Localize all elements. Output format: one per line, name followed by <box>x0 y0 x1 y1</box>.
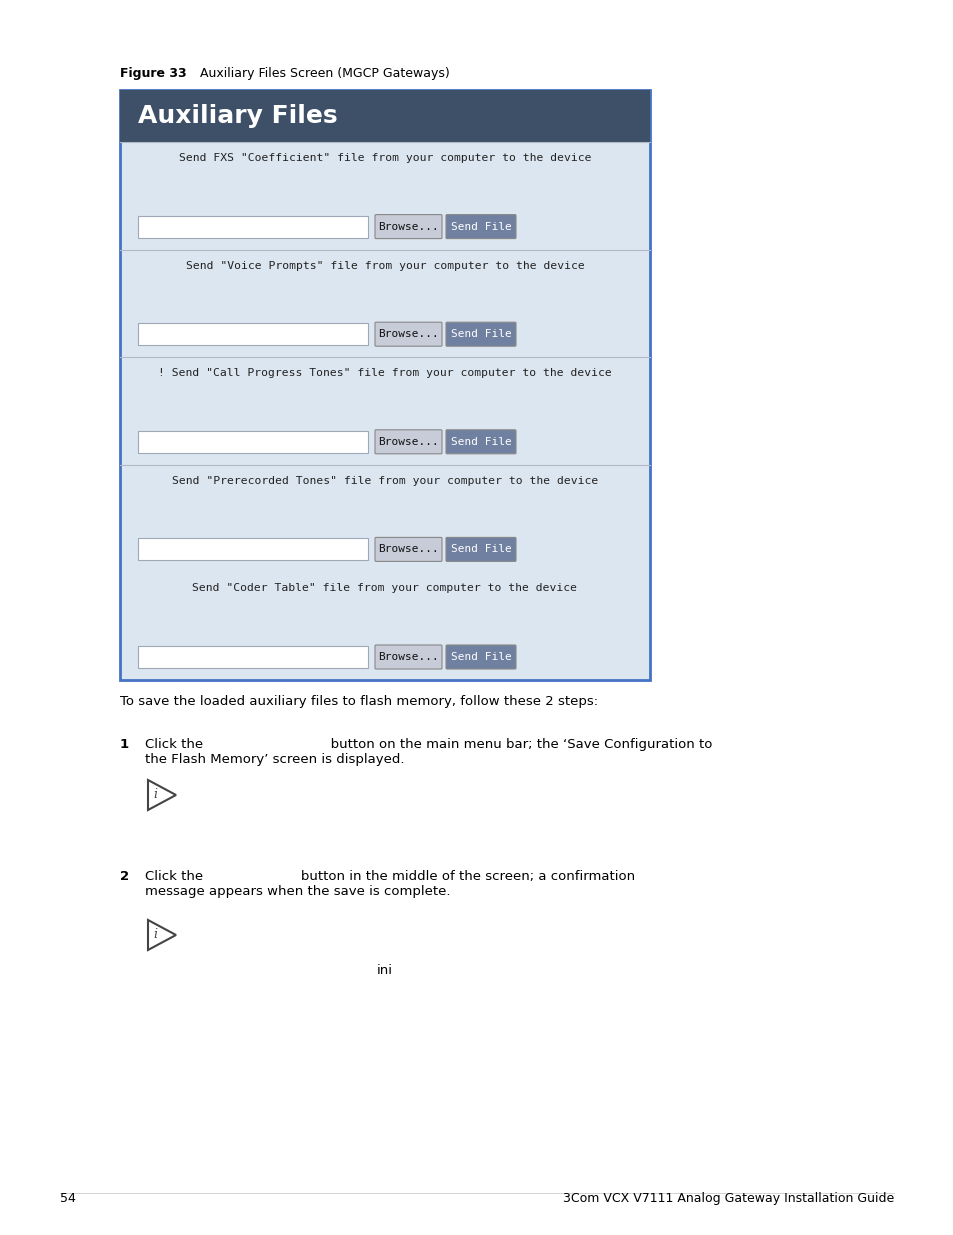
FancyBboxPatch shape <box>446 430 516 453</box>
Text: Send FXS "Coefficient" file from your computer to the device: Send FXS "Coefficient" file from your co… <box>178 153 591 163</box>
Text: Browse...: Browse... <box>377 437 438 447</box>
Text: Click the                       button in the middle of the screen; a confirmati: Click the button in the middle of the sc… <box>145 869 635 898</box>
Text: i: i <box>152 788 157 802</box>
FancyBboxPatch shape <box>446 322 516 346</box>
Text: Send File: Send File <box>450 545 511 555</box>
FancyBboxPatch shape <box>446 537 516 562</box>
FancyBboxPatch shape <box>120 90 649 680</box>
Text: Browse...: Browse... <box>377 652 438 662</box>
FancyBboxPatch shape <box>375 645 441 669</box>
Text: Figure 33: Figure 33 <box>120 67 187 80</box>
Text: Send File: Send File <box>450 221 511 232</box>
Text: ini: ini <box>376 963 393 977</box>
FancyBboxPatch shape <box>120 90 649 142</box>
Text: Browse...: Browse... <box>377 221 438 232</box>
Text: Send File: Send File <box>450 652 511 662</box>
Text: Browse...: Browse... <box>377 330 438 340</box>
FancyBboxPatch shape <box>375 430 441 453</box>
Text: Send "Coder Table" file from your computer to the device: Send "Coder Table" file from your comput… <box>193 583 577 593</box>
FancyBboxPatch shape <box>138 216 368 237</box>
Text: Auxiliary Files Screen (MGCP Gateways): Auxiliary Files Screen (MGCP Gateways) <box>200 67 449 80</box>
FancyBboxPatch shape <box>138 538 368 561</box>
Text: Send File: Send File <box>450 330 511 340</box>
FancyBboxPatch shape <box>138 324 368 346</box>
Text: Send File: Send File <box>450 437 511 447</box>
Text: To save the loaded auxiliary files to flash memory, follow these 2 steps:: To save the loaded auxiliary files to fl… <box>120 695 598 708</box>
Text: Auxiliary Files: Auxiliary Files <box>138 104 337 128</box>
Text: i: i <box>152 929 157 941</box>
FancyBboxPatch shape <box>446 645 516 669</box>
FancyBboxPatch shape <box>138 431 368 453</box>
Text: Click the                              button on the main menu bar; the ‘Save Co: Click the button on the main menu bar; t… <box>145 739 712 766</box>
FancyBboxPatch shape <box>375 322 441 346</box>
Text: Send "Voice Prompts" file from your computer to the device: Send "Voice Prompts" file from your comp… <box>186 261 584 270</box>
FancyBboxPatch shape <box>375 215 441 238</box>
FancyBboxPatch shape <box>446 215 516 238</box>
Text: 3Com VCX V7111 Analog Gateway Installation Guide: 3Com VCX V7111 Analog Gateway Installati… <box>562 1192 893 1205</box>
Text: Browse...: Browse... <box>377 545 438 555</box>
FancyBboxPatch shape <box>375 537 441 562</box>
Text: Send "Prerecorded Tones" file from your computer to the device: Send "Prerecorded Tones" file from your … <box>172 475 598 485</box>
FancyBboxPatch shape <box>138 646 368 668</box>
Text: ! Send "Call Progress Tones" file from your computer to the device: ! Send "Call Progress Tones" file from y… <box>158 368 611 378</box>
Text: 2: 2 <box>120 869 129 883</box>
Text: 54: 54 <box>60 1192 76 1205</box>
Text: 1: 1 <box>120 739 129 751</box>
